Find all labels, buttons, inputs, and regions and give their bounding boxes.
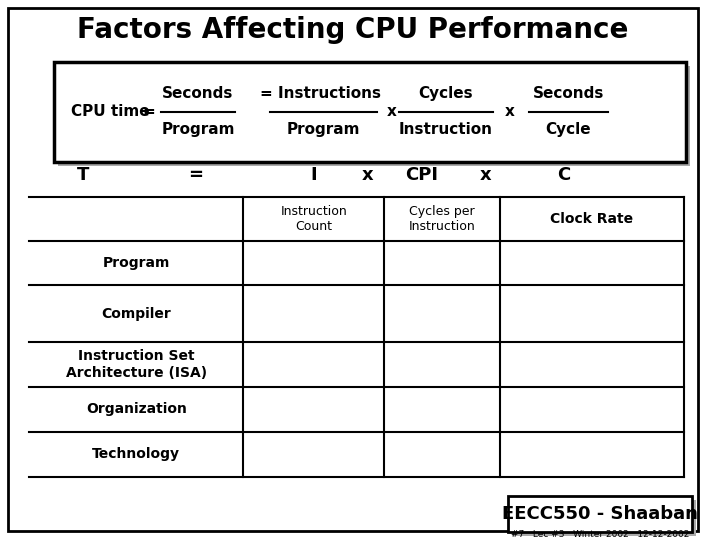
Text: =: = <box>189 166 204 184</box>
Text: Cycles: Cycles <box>419 86 473 102</box>
Text: Clock Rate: Clock Rate <box>551 212 634 226</box>
Text: I: I <box>310 166 317 184</box>
Text: Cycles per
Instruction: Cycles per Instruction <box>409 205 475 233</box>
Text: #7   Lec #3   Winter 2002   12-12-2002: #7 Lec #3 Winter 2002 12-12-2002 <box>510 530 689 539</box>
Text: x: x <box>505 104 515 119</box>
Text: T: T <box>77 166 89 184</box>
Text: Seconds: Seconds <box>162 86 234 102</box>
Text: x: x <box>480 166 491 184</box>
Text: Cycle: Cycle <box>546 122 591 137</box>
Text: Instruction
Count: Instruction Count <box>280 205 347 233</box>
Text: Compiler: Compiler <box>102 307 171 321</box>
Text: Program: Program <box>102 256 170 271</box>
Text: = Instructions: = Instructions <box>260 86 381 102</box>
Text: Program: Program <box>287 122 360 137</box>
Bar <box>508 496 692 531</box>
Text: Technology: Technology <box>92 447 180 461</box>
Text: =: = <box>143 104 156 119</box>
Bar <box>58 66 690 166</box>
Text: Instruction Set
Architecture (ISA): Instruction Set Architecture (ISA) <box>66 349 207 380</box>
Text: Program: Program <box>161 122 235 137</box>
Text: Organization: Organization <box>86 402 186 416</box>
Text: C: C <box>557 166 570 184</box>
Text: x: x <box>387 104 397 119</box>
Text: Instruction: Instruction <box>399 122 493 137</box>
Text: EECC550 - Shaaban: EECC550 - Shaaban <box>502 505 698 523</box>
Bar <box>512 500 696 536</box>
Text: CPU time: CPU time <box>71 104 149 119</box>
Text: x: x <box>361 166 374 184</box>
Text: Seconds: Seconds <box>533 86 604 102</box>
Text: CPI: CPI <box>405 166 438 184</box>
Text: Factors Affecting CPU Performance: Factors Affecting CPU Performance <box>77 16 629 44</box>
Bar <box>54 62 686 161</box>
